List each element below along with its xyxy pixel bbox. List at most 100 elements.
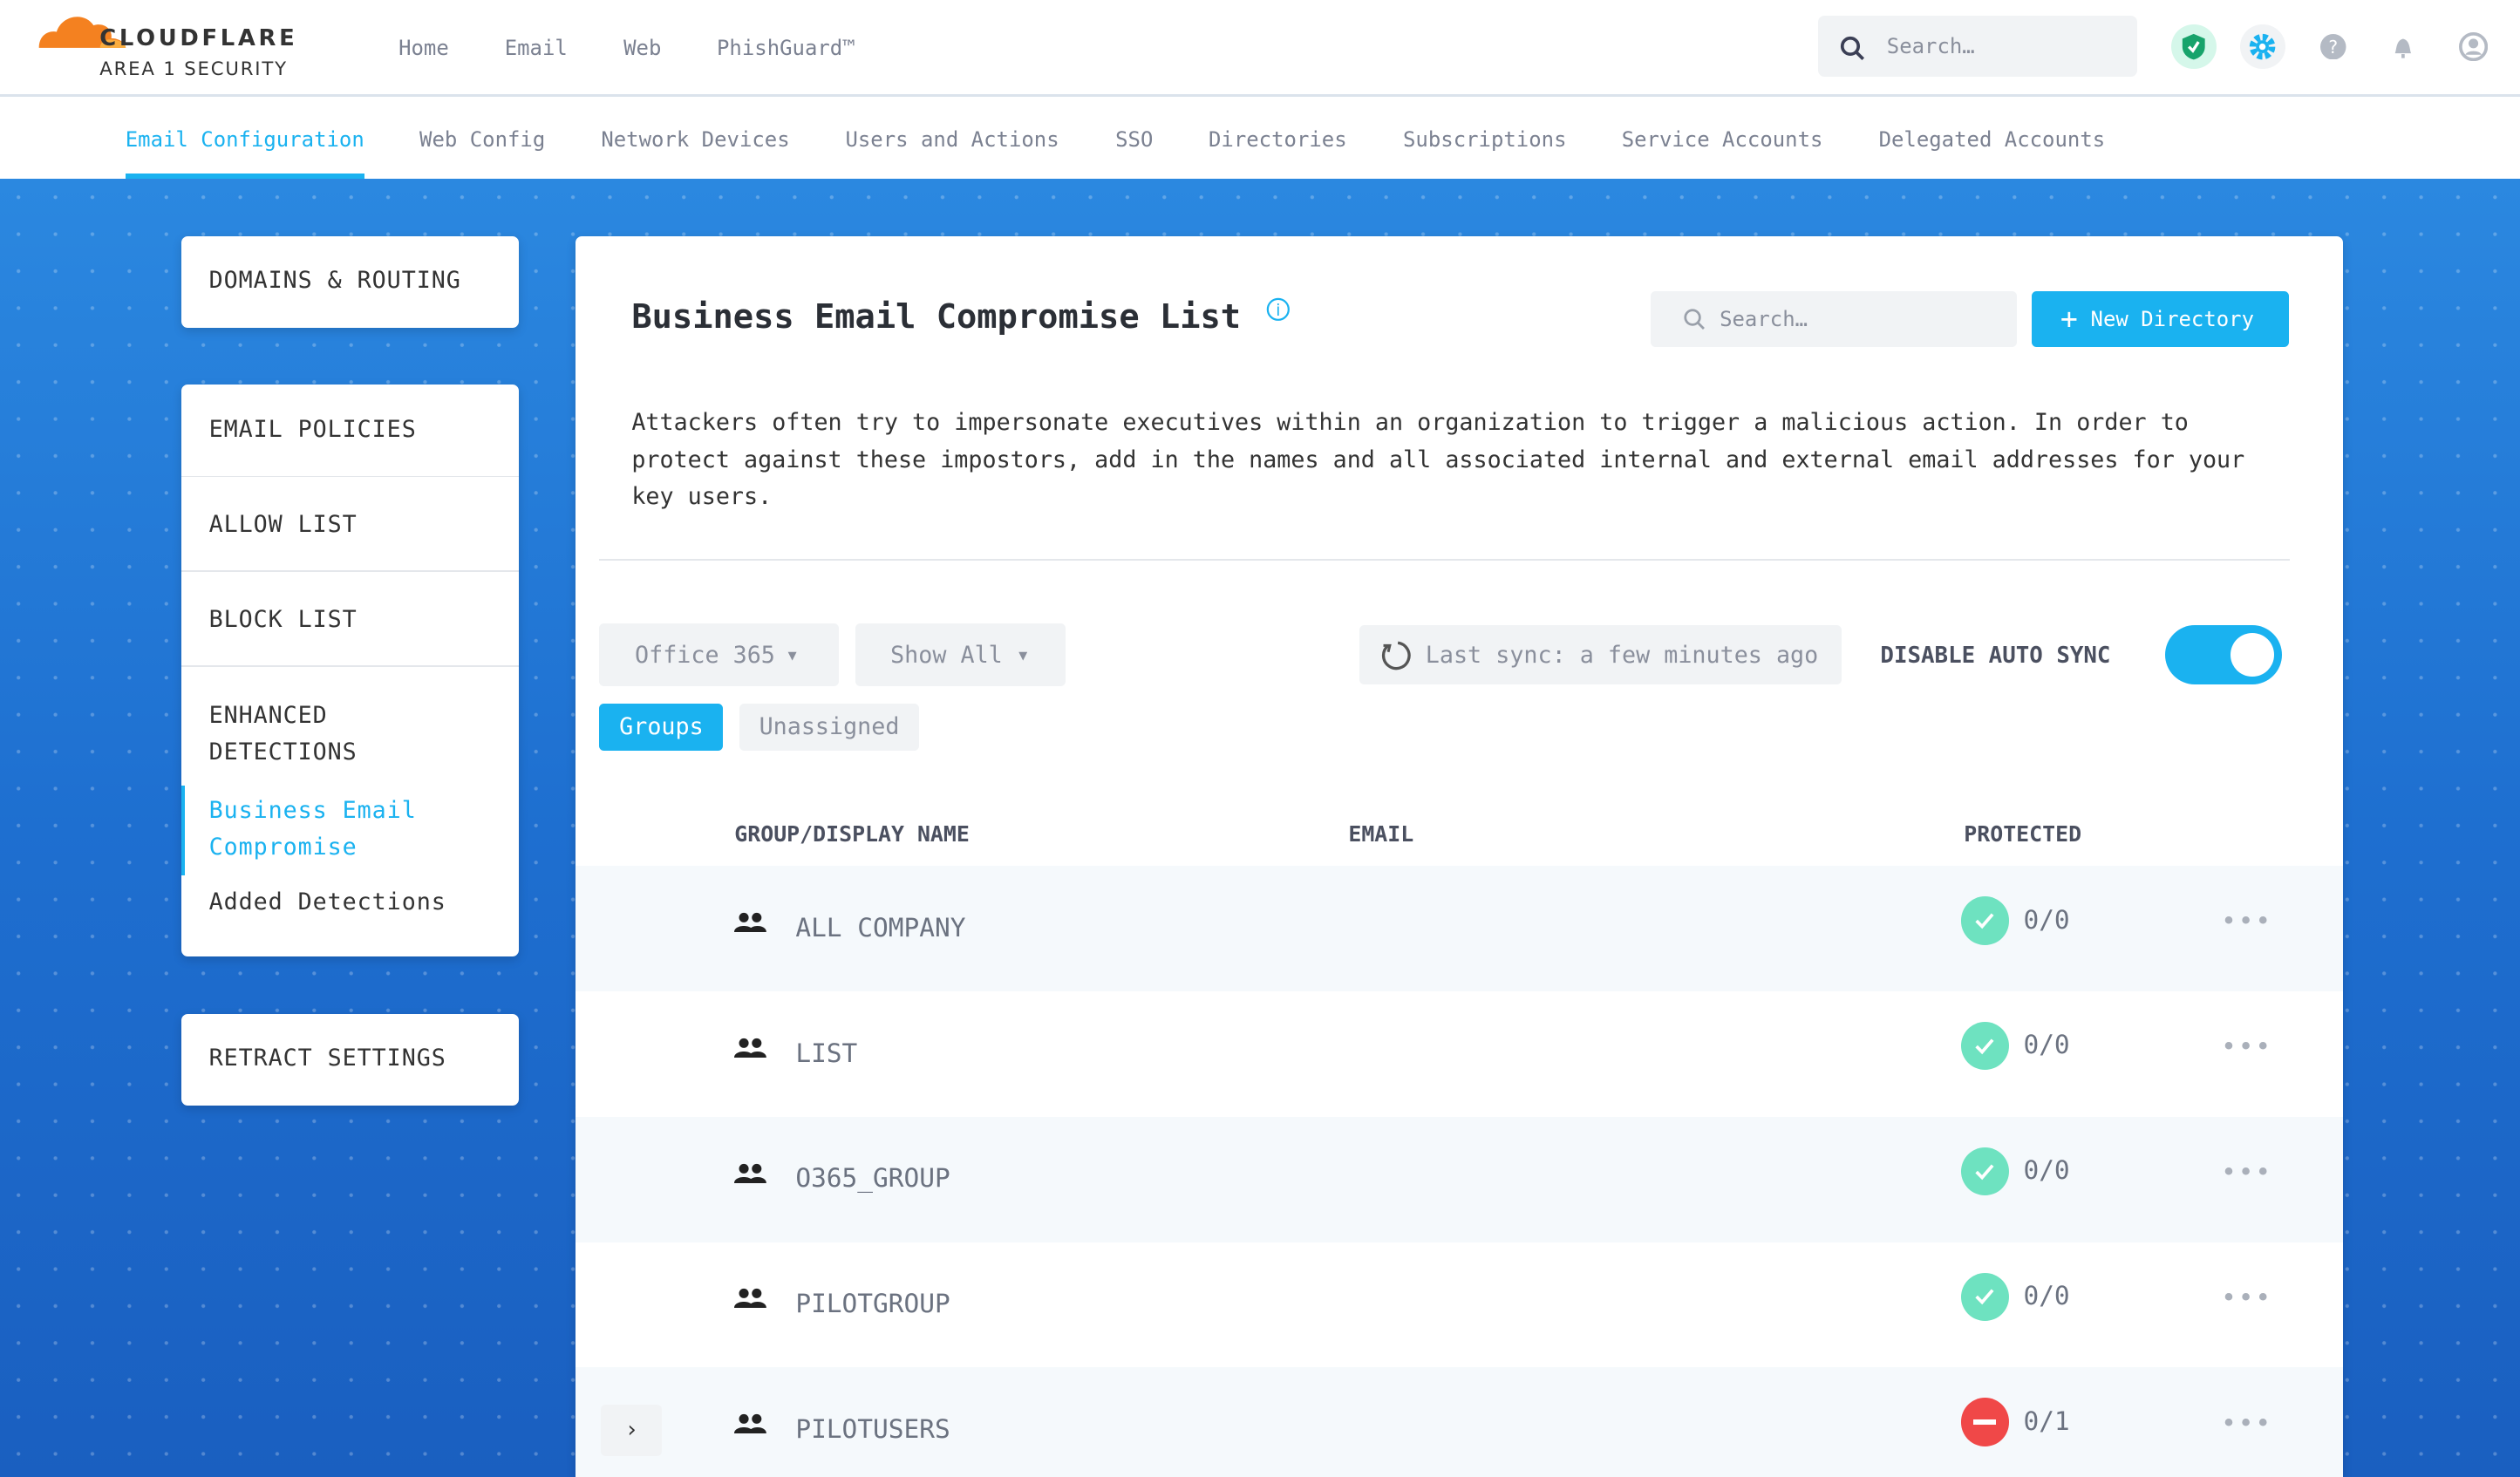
- view-groups-button[interactable]: Groups: [599, 704, 724, 751]
- sidebar-item-allow-list[interactable]: ALLOW LIST: [208, 511, 358, 539]
- last-sync-text: Last sync: a few minutes ago: [1425, 641, 1819, 669]
- table-row[interactable]: LIST 0/0 •••: [576, 991, 2343, 1117]
- sync-button[interactable]: Last sync: a few minutes ago: [1359, 624, 1842, 685]
- page-title: Business Email Compromise List: [631, 296, 1242, 337]
- filter-select-value: Show All: [890, 641, 1003, 669]
- tab-users-and-actions[interactable]: Users and Actions: [845, 126, 1059, 152]
- help-icon[interactable]: ?: [2311, 24, 2356, 70]
- protected-count: 0/0: [2023, 1030, 2070, 1060]
- group-icon: [734, 1413, 767, 1434]
- view-unassigned-button[interactable]: Unassigned: [739, 704, 920, 751]
- group-icon: [734, 1038, 767, 1058]
- group-name[interactable]: LIST: [795, 1038, 858, 1068]
- search-icon: [1841, 36, 1865, 60]
- nav-email[interactable]: Email: [504, 35, 568, 60]
- source-select[interactable]: Office 365 ▼: [599, 623, 840, 686]
- toggle-knob: [2231, 633, 2274, 677]
- sidebar-item-email-policies[interactable]: EMAIL POLICIES: [208, 416, 417, 444]
- active-indicator: [181, 786, 185, 876]
- sidebar-item-business-email-compromise[interactable]: Business Email Compromise: [208, 796, 417, 861]
- group-icon: [734, 912, 767, 932]
- column-header-name[interactable]: GROUP/DISPLAY NAME: [734, 820, 970, 847]
- filter-select[interactable]: Show All ▼: [855, 623, 1066, 686]
- column-header-protected[interactable]: PROTECTED: [1964, 820, 2082, 847]
- info-icon[interactable]: i: [1266, 297, 1291, 322]
- active-tab-indicator: [125, 174, 365, 179]
- check-icon: [1960, 1272, 2009, 1321]
- shield-check-icon[interactable]: [2171, 24, 2217, 70]
- gear-icon[interactable]: [2240, 24, 2285, 70]
- sidebar-item-retract-settings[interactable]: RETRACT SETTINGS: [181, 1013, 520, 1106]
- protected-count: 0/0: [2023, 1155, 2070, 1186]
- list-search-input[interactable]: Search…: [1650, 290, 2018, 348]
- table-row[interactable]: ALL COMPANY 0/0 •••: [575, 866, 2344, 992]
- caret-down-icon: ▼: [787, 646, 797, 664]
- expand-row-button[interactable]: ›: [601, 1404, 663, 1456]
- tab-service-accounts[interactable]: Service Accounts: [1621, 126, 1823, 152]
- brand-subtitle: AREA 1 SECURITY: [99, 58, 288, 80]
- bell-icon[interactable]: [2380, 24, 2426, 70]
- sidebar-email-policies: EMAIL POLICIES ALLOW LIST BLOCK LIST ENH…: [181, 384, 520, 956]
- sidebar-label: DOMAINS & ROUTING: [208, 266, 461, 294]
- divider: [181, 665, 520, 667]
- tab-subscriptions[interactable]: Subscriptions: [1403, 126, 1567, 152]
- protected-count: 0/1: [2023, 1406, 2070, 1436]
- tab-delegated-accounts[interactable]: Delegated Accounts: [1878, 126, 2106, 152]
- table-row[interactable]: O365_GROUP 0/0 •••: [575, 1116, 2344, 1242]
- sidebar-label: RETRACT SETTINGS: [208, 1045, 446, 1072]
- tab-email-configuration[interactable]: Email Configuration: [125, 126, 364, 152]
- divider: [599, 559, 2291, 562]
- cloudflare-logo: [38, 17, 126, 49]
- header-search-placeholder: Search…: [1886, 33, 1975, 58]
- nav-home[interactable]: Home: [398, 35, 449, 60]
- top-bar: CLOUDFLARE AREA 1 SECURITY Home Email We…: [0, 0, 2520, 97]
- minus-icon: [1960, 1398, 2009, 1446]
- plus-icon: +: [2060, 302, 2078, 337]
- more-options-icon[interactable]: •••: [2221, 1407, 2272, 1438]
- bec-list-panel: Business Email Compromise List i Search……: [575, 235, 2344, 1477]
- more-options-icon[interactable]: •••: [2221, 1031, 2272, 1062]
- header-search-input[interactable]: Search…: [1817, 16, 2138, 78]
- tab-network-devices[interactable]: Network Devices: [601, 126, 790, 152]
- sidebar-item-block-list[interactable]: BLOCK LIST: [208, 605, 358, 633]
- tab-web-config[interactable]: Web Config: [419, 126, 546, 152]
- group-icon: [734, 1289, 767, 1309]
- more-options-icon[interactable]: •••: [2221, 1282, 2272, 1312]
- table-row[interactable]: › PILOTUSERS 0/1 •••: [575, 1367, 2344, 1477]
- tab-directories[interactable]: Directories: [1209, 126, 1347, 152]
- divider: [181, 475, 520, 478]
- more-options-icon[interactable]: •••: [2221, 1157, 2272, 1187]
- tab-sso[interactable]: SSO: [1115, 126, 1154, 152]
- svg-text:i: i: [1277, 302, 1281, 320]
- group-name[interactable]: O365_GROUP: [795, 1163, 950, 1194]
- check-icon: [1960, 896, 2009, 945]
- divider: [181, 570, 520, 573]
- caret-down-icon: ▼: [1018, 646, 1028, 664]
- sidebar-item-enhanced-detections[interactable]: ENHANCED DETECTIONS: [208, 701, 358, 766]
- description: Attackers often try to impersonate execu…: [631, 409, 2245, 511]
- new-directory-label: New Directory: [2090, 306, 2255, 331]
- source-select-value: Office 365: [635, 641, 775, 669]
- group-name[interactable]: PILOTUSERS: [795, 1413, 950, 1444]
- svg-text:?: ?: [2329, 37, 2339, 58]
- group-name[interactable]: PILOTGROUP: [795, 1289, 950, 1319]
- protected-count: 0/0: [2023, 904, 2070, 935]
- auto-sync-toggle[interactable]: [2164, 624, 2283, 685]
- nav-phishguard[interactable]: PhishGuard™: [717, 35, 855, 60]
- column-header-email[interactable]: EMAIL: [1348, 820, 1414, 847]
- search-icon: [1684, 309, 1705, 330]
- sidebar-item-added-detections[interactable]: Added Detections: [208, 888, 446, 916]
- sidebar-item-domains-routing[interactable]: DOMAINS & ROUTING: [181, 235, 520, 328]
- user-icon[interactable]: [2451, 24, 2496, 70]
- more-options-icon[interactable]: •••: [2221, 906, 2272, 936]
- group-name[interactable]: ALL COMPANY: [795, 912, 966, 943]
- new-directory-button[interactable]: + New Directory: [2031, 290, 2289, 348]
- auto-sync-label: DISABLE AUTO SYNC: [1880, 643, 2111, 670]
- nav-web[interactable]: Web: [623, 35, 662, 60]
- table-row[interactable]: PILOTGROUP 0/0 •••: [576, 1242, 2343, 1368]
- search-placeholder: Search…: [1720, 306, 1808, 331]
- settings-tabs: Email Configuration Web Config Network D…: [0, 99, 2520, 179]
- refresh-icon: [1382, 641, 1412, 670]
- check-icon: [1960, 1022, 2009, 1071]
- protected-count: 0/0: [2023, 1280, 2070, 1310]
